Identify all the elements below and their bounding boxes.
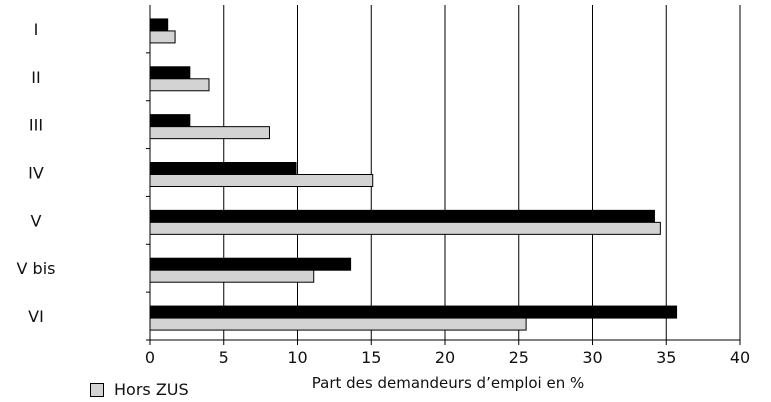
bar-series-1-iii: [149, 114, 191, 128]
bar-hors-zus-iii: [149, 126, 270, 140]
bar-series-1-ii: [149, 66, 191, 80]
bar-hors-zus-ii: [149, 78, 210, 92]
x-tick-label-15: 15: [361, 348, 381, 367]
bar-hors-zus-i: [149, 30, 176, 44]
bar-hors-zus-iv: [149, 174, 374, 187]
bar-series-1-vi: [149, 305, 678, 319]
y-tick-label-iv: IV: [28, 164, 44, 183]
legend-label-hors-zus: Hors ZUS: [114, 380, 189, 399]
bar-hors-zus-v-bis: [149, 269, 315, 283]
y-tick-label-i: I: [34, 20, 39, 39]
bar-hors-zus-vi: [149, 317, 527, 331]
x-tick-label-35: 35: [656, 348, 676, 367]
y-tick-label-ii: II: [31, 68, 40, 87]
bar-series-1-v-bis: [149, 257, 352, 271]
x-tick-label-40: 40: [730, 348, 750, 367]
x-tick-label-25: 25: [509, 348, 529, 367]
gridlines: [223, 5, 741, 340]
bar-series-1-i: [149, 18, 169, 32]
legend-swatch-hors-zus: [90, 382, 104, 397]
x-tick-label-10: 10: [287, 348, 307, 367]
axes: [146, 5, 741, 345]
bar-series-1-v: [149, 209, 655, 223]
y-tick-label-vi: VI: [28, 307, 44, 326]
bars: [149, 18, 678, 331]
bar-series-1-iv: [149, 162, 297, 175]
y-tick-label-iii: III: [29, 116, 43, 135]
y-tick-label-v-bis: V bis: [17, 259, 56, 278]
x-tick-label-0: 0: [145, 348, 155, 367]
x-tick-label-30: 30: [582, 348, 602, 367]
x-axis-title: Part des demandeurs d’emploi en %: [312, 374, 584, 392]
x-tick-label-5: 5: [219, 348, 229, 367]
legend: Hors ZUS: [90, 380, 189, 399]
bar-hors-zus-v: [149, 221, 661, 235]
y-tick-label-v: V: [31, 211, 42, 230]
x-tick-label-20: 20: [435, 348, 455, 367]
